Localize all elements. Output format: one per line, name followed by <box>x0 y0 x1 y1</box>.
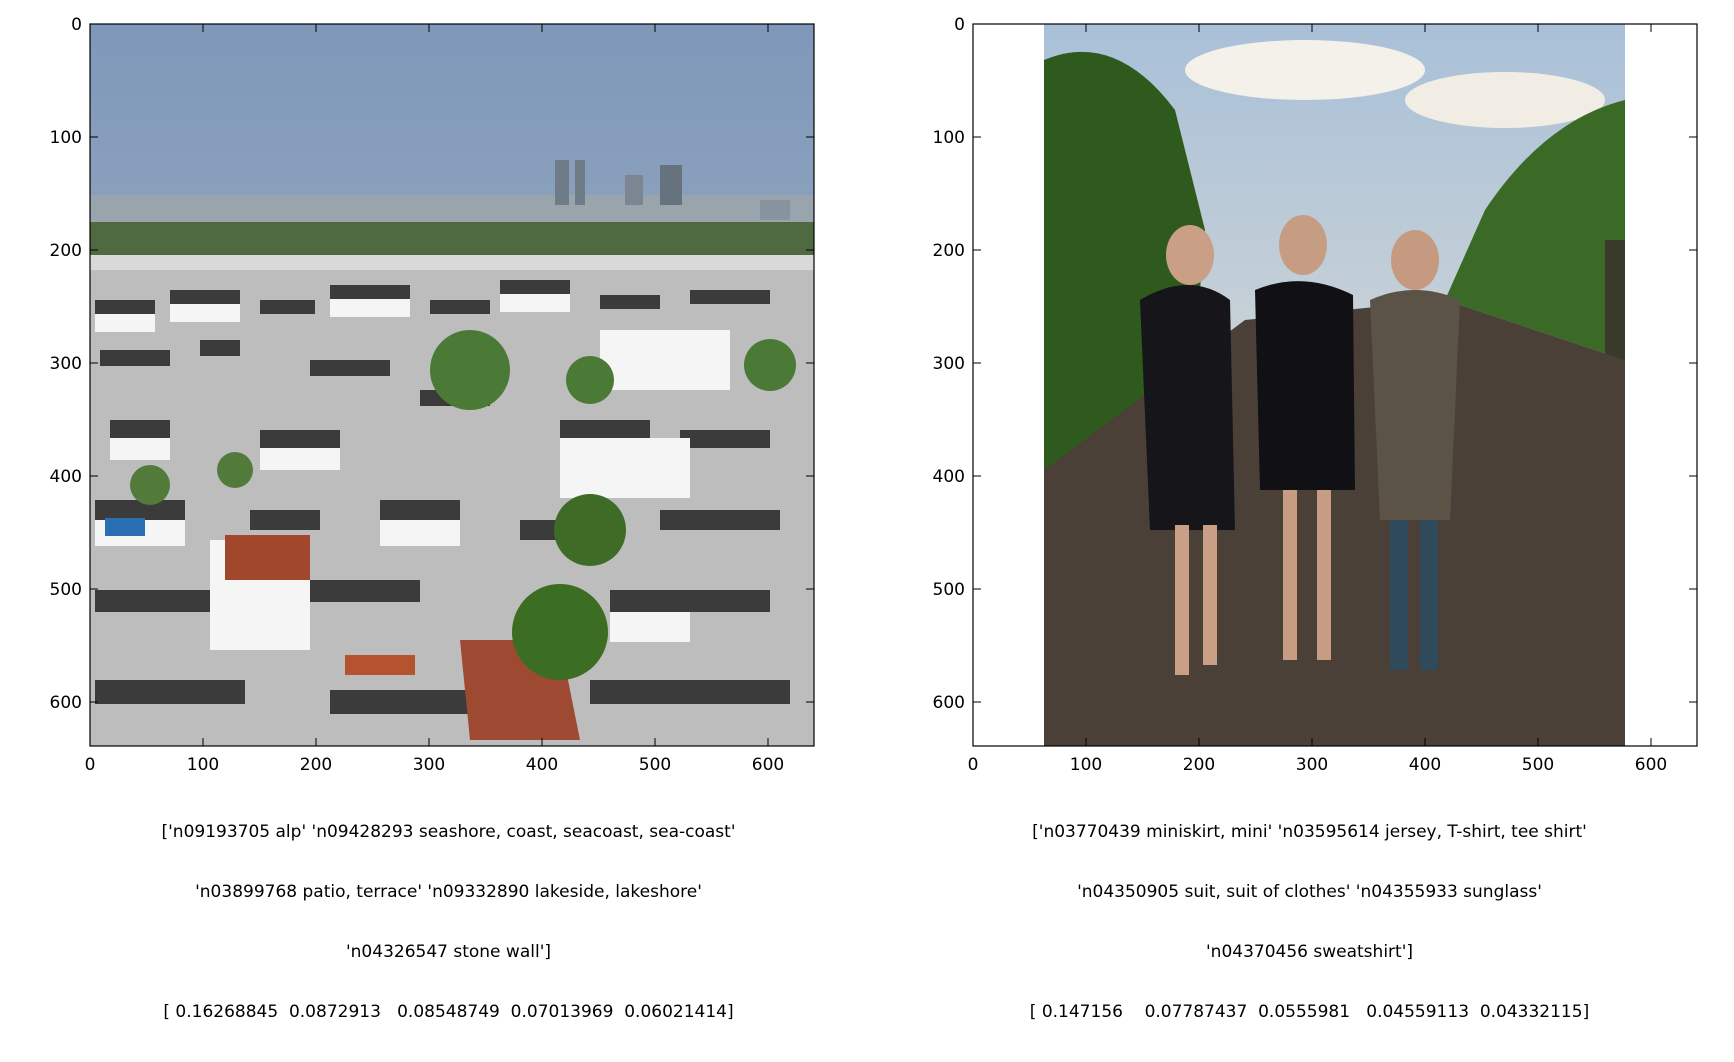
city-photo <box>90 24 814 746</box>
x-tick-label: 100 <box>187 755 219 775</box>
x-tick-label: 400 <box>1409 755 1441 775</box>
y-tick-label: 0 <box>954 15 965 35</box>
x-tick-label: 500 <box>1522 755 1554 775</box>
caption-line: 'n03899768 patio, terrace' 'n09332890 la… <box>195 882 702 902</box>
x-tick-label: 400 <box>526 755 558 775</box>
y-tick-label: 500 <box>50 580 82 600</box>
y-tick-label: 200 <box>50 241 82 261</box>
y-tick-label: 100 <box>933 128 965 148</box>
vineyard-photo <box>1044 24 1625 746</box>
right-axes: 0 100 200 300 400 500 600 0 100 200 300 … <box>933 15 1698 775</box>
x-tick-label: 600 <box>752 755 784 775</box>
y-tick-label: 500 <box>933 580 965 600</box>
caption-line: [ 0.147156 0.07787437 0.0555981 0.045591… <box>1029 1002 1590 1022</box>
right-figure-panel: 0 100 200 300 400 500 600 0 100 200 300 … <box>885 0 1734 1022</box>
y-tick-label: 400 <box>933 467 965 487</box>
rooftops-pattern <box>90 270 814 746</box>
y-tick-label: 400 <box>50 467 82 487</box>
x-tick-label: 200 <box>1183 755 1215 775</box>
y-tick-label: 300 <box>50 354 82 374</box>
caption-line: ['n03770439 miniskirt, mini' 'n03595614 … <box>1032 822 1587 842</box>
x-tick-label: 500 <box>639 755 671 775</box>
caption-line: ['n09193705 alp' 'n09428293 seashore, co… <box>161 822 736 842</box>
left-caption: ['n09193705 alp' 'n09428293 seashore, co… <box>15 782 882 1062</box>
y-tick-label: 0 <box>71 15 82 35</box>
left-ticks <box>89 23 814 746</box>
people-figures <box>1140 215 1460 675</box>
right-caption: ['n03770439 miniskirt, mini' 'n03595614 … <box>900 782 1719 1062</box>
x-tick-label: 0 <box>968 755 979 775</box>
y-tick-label: 600 <box>50 693 82 713</box>
right-ticks <box>972 23 1697 746</box>
caption-line: 'n04350905 suit, suit of clothes' 'n0435… <box>1077 882 1542 902</box>
x-tick-label: 200 <box>300 755 332 775</box>
y-tick-label: 300 <box>933 354 965 374</box>
y-tick-label: 600 <box>933 693 965 713</box>
right-axes-frame <box>972 23 1698 747</box>
caption-line: [ 0.16268845 0.0872913 0.08548749 0.0701… <box>163 1002 734 1022</box>
x-tick-label: 300 <box>1296 755 1328 775</box>
left-axes: 0 100 200 300 400 500 600 0 100 200 300 … <box>50 15 815 775</box>
x-tick-label: 100 <box>1070 755 1102 775</box>
left-axes-frame <box>89 23 815 747</box>
caption-line: 'n04370456 sweatshirt'] <box>1206 942 1413 962</box>
y-tick-label: 100 <box>50 128 82 148</box>
y-tick-label: 200 <box>933 241 965 261</box>
caption-line: 'n04326547 stone wall'] <box>345 942 551 962</box>
x-tick-label: 600 <box>1635 755 1667 775</box>
x-tick-label: 0 <box>85 755 96 775</box>
x-tick-label: 300 <box>413 755 445 775</box>
left-figure-panel: 0 100 200 300 400 500 600 0 100 200 300 … <box>0 0 867 1022</box>
